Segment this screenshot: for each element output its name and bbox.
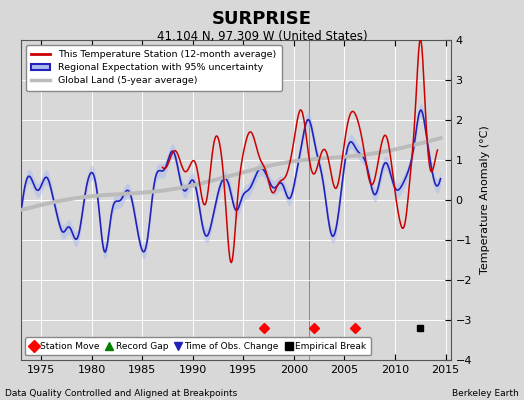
Y-axis label: Temperature Anomaly (°C): Temperature Anomaly (°C) xyxy=(481,126,490,274)
Text: Data Quality Controlled and Aligned at Breakpoints: Data Quality Controlled and Aligned at B… xyxy=(5,389,237,398)
Text: SURPRISE: SURPRISE xyxy=(212,10,312,28)
Text: 41.104 N, 97.309 W (United States): 41.104 N, 97.309 W (United States) xyxy=(157,30,367,43)
Legend: Station Move, Record Gap, Time of Obs. Change, Empirical Break: Station Move, Record Gap, Time of Obs. C… xyxy=(26,338,370,356)
Text: Berkeley Earth: Berkeley Earth xyxy=(452,389,519,398)
